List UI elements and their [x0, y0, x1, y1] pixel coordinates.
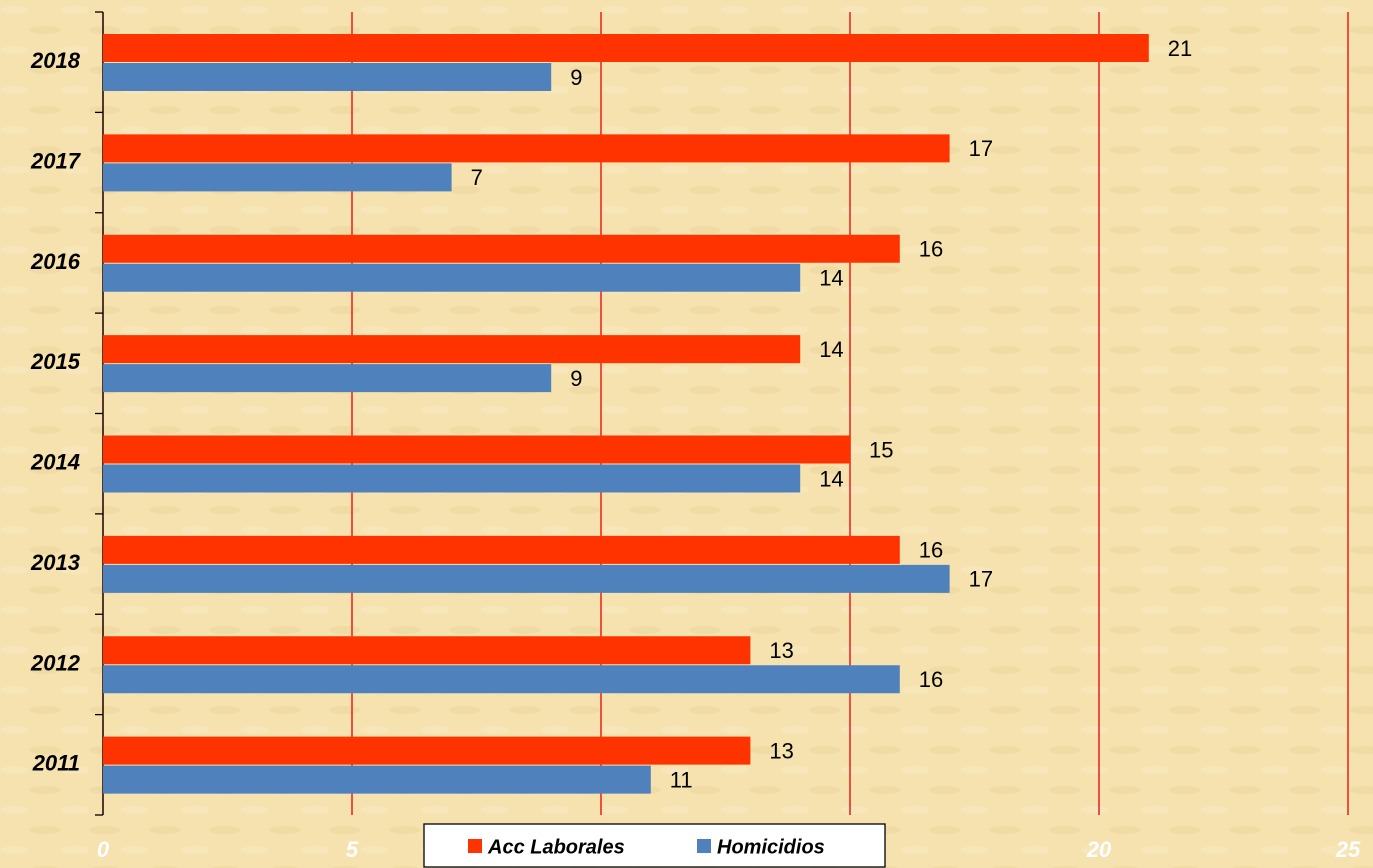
bar	[103, 34, 1149, 62]
data-label: 7	[471, 165, 483, 190]
bar	[103, 263, 801, 292]
data-label: 16	[919, 667, 943, 692]
y-tick-label: 2013	[30, 550, 80, 575]
bar	[103, 163, 452, 192]
data-label: 9	[570, 65, 582, 90]
bar	[103, 765, 651, 794]
data-label: 16	[919, 538, 943, 563]
data-label: 14	[819, 266, 843, 291]
legend: Acc Laborales Homicidios	[423, 823, 886, 868]
bar	[103, 234, 900, 263]
legend-swatch	[468, 839, 482, 853]
bar	[103, 134, 950, 163]
legend-box	[423, 823, 886, 868]
x-tick-label: 5	[346, 837, 359, 862]
y-tick-label: 2017	[30, 148, 82, 173]
bar	[103, 736, 751, 765]
data-label: 15	[869, 437, 893, 462]
legend-swatch	[697, 839, 711, 853]
bar	[103, 364, 552, 393]
data-label: 11	[670, 767, 693, 792]
data-label: 17	[969, 136, 993, 161]
y-tick-label: 2015	[30, 349, 81, 374]
x-tick-label: 20	[1086, 837, 1112, 862]
data-label: 13	[769, 738, 793, 763]
x-tick-label: 0	[97, 837, 110, 862]
bar	[103, 464, 801, 493]
y-tick-label: 2011	[32, 751, 80, 776]
bar	[103, 665, 900, 694]
legend-label: Acc Laborales	[487, 836, 625, 858]
bar	[103, 335, 801, 364]
y-tick-label: 2014	[30, 450, 80, 475]
data-label: 21	[1168, 36, 1192, 61]
bar	[103, 435, 850, 464]
data-label: 16	[919, 237, 943, 262]
data-label: 13	[769, 638, 793, 663]
data-label: 14	[819, 337, 843, 362]
y-tick-label: 2012	[30, 650, 81, 675]
bar	[103, 564, 950, 593]
data-label: 9	[570, 366, 582, 391]
data-label: 17	[969, 567, 993, 592]
y-tick-label: 2016	[30, 249, 81, 274]
bar	[103, 63, 552, 91]
data-label: 14	[819, 466, 843, 491]
bar	[103, 636, 751, 665]
x-tick-label: 25	[1335, 837, 1361, 862]
legend-label: Homicidios	[717, 836, 825, 858]
bar	[103, 535, 900, 564]
y-tick-label: 2018	[30, 48, 81, 73]
